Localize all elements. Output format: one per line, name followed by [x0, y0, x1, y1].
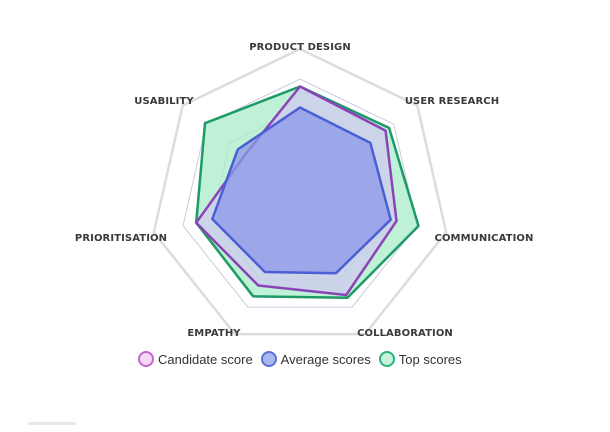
legend-swatch-candidate-score [138, 351, 154, 367]
axis-label-collaboration: COLLABORATION [357, 328, 453, 339]
axis-label-usability: USABILITY [134, 96, 194, 107]
axis-label-empathy: EMPATHY [187, 328, 241, 339]
legend-label-top-scores: Top scores [398, 351, 462, 367]
legend-label-candidate-score: Candidate score [158, 351, 253, 367]
legend-item-average-scores[interactable]: Average scores [260, 351, 371, 367]
series-average-scores[interactable] [211, 106, 392, 275]
axis-label-product-design: PRODUCT DESIGN [249, 42, 351, 53]
axis-labels: PRODUCT DESIGN USER RESEARCH COMMUNICATI… [75, 42, 534, 339]
radar-series [194, 85, 420, 299]
legend-swatch-top-scores [378, 351, 395, 367]
legend-label-average-scores: Average scores [280, 351, 371, 367]
grid-ring-5 [152, 47, 448, 336]
axis-label-communication: COMMUNICATION [435, 233, 534, 244]
footer-divider [28, 422, 76, 425]
legend-item-top-scores[interactable]: Top scores [378, 351, 462, 367]
legend-item-candidate-score[interactable]: Candidate score [138, 351, 253, 367]
legend-swatch-average-scores [260, 351, 277, 367]
axis-label-prioritisation: PRIORITISATION [75, 233, 167, 244]
axis-label-user-research: USER RESEARCH [405, 96, 499, 107]
chart-legend: Candidate score Average scores Top score… [138, 347, 462, 371]
